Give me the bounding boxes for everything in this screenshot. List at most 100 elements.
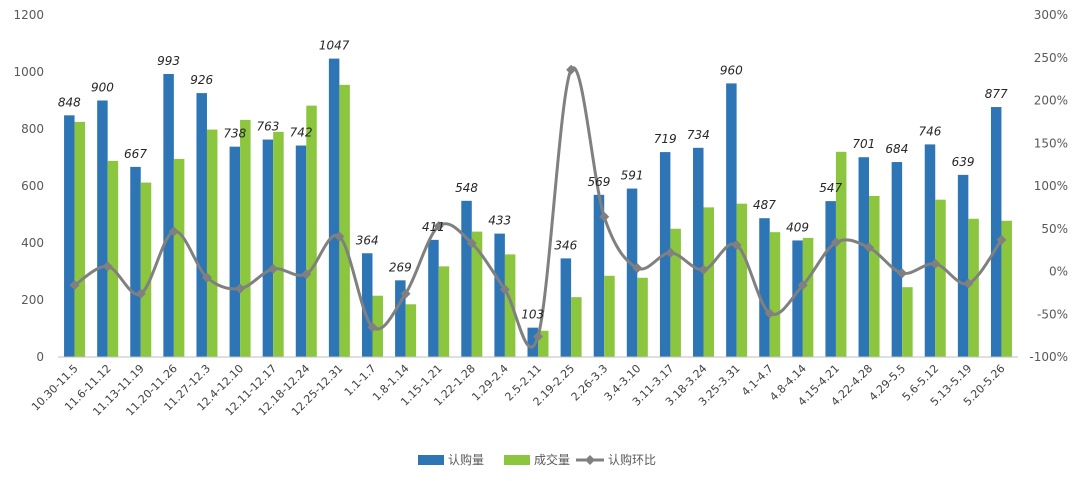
- line-point-marker: [930, 258, 941, 269]
- line-point-marker: [864, 242, 875, 253]
- bar-subscription: [990, 107, 1002, 358]
- left-axis-tick-label: 600: [21, 179, 44, 193]
- bar-data-label: 639: [952, 155, 975, 169]
- right-axis-tick-label: 250%: [1034, 51, 1068, 65]
- bar-data-label: 346: [554, 238, 577, 252]
- bar-data-label: 487: [753, 198, 776, 212]
- bar-data-label: 1047: [319, 39, 350, 53]
- right-axis-tick-label: 150%: [1034, 136, 1068, 150]
- bar-data-label: 738: [223, 127, 246, 141]
- legend-label-transaction: 成交量: [534, 452, 570, 467]
- bar-transaction: [504, 254, 516, 357]
- bar-transaction: [935, 199, 946, 357]
- line-point-marker: [135, 288, 146, 299]
- right-axis-tick-label: 300%: [1034, 8, 1068, 22]
- bar-data-label: 433: [488, 214, 511, 228]
- bar-subscription: [858, 157, 870, 357]
- right-axis-tick-label: -100%: [1029, 350, 1068, 364]
- legend-swatch-transaction: [504, 455, 530, 465]
- bar-transaction: [74, 121, 86, 357]
- line-point-marker: [201, 272, 212, 283]
- bar-data-label: 960: [720, 63, 743, 77]
- bar-transaction: [869, 195, 880, 357]
- bar-transaction: [538, 330, 549, 357]
- bar-data-label: 684: [885, 142, 908, 156]
- right-axis-tick-label: 200%: [1034, 94, 1068, 108]
- bar-transaction: [405, 304, 417, 357]
- line-point-marker: [963, 278, 974, 289]
- left-axis-tick-label: 800: [21, 122, 44, 136]
- bar-transaction: [736, 203, 748, 357]
- line-point-marker: [797, 280, 808, 291]
- bar-transaction: [372, 295, 383, 357]
- bar-transaction: [802, 237, 814, 357]
- bar-subscription: [494, 233, 505, 357]
- bar-transaction: [173, 158, 185, 357]
- bar-data-label: 569: [588, 175, 611, 189]
- line-point-marker: [996, 234, 1007, 245]
- bar-data-label: 848: [58, 95, 81, 109]
- bar-subscription: [891, 162, 903, 357]
- bar-transaction: [438, 266, 450, 357]
- line-point-marker: [367, 322, 378, 333]
- bar-data-label: 364: [356, 233, 379, 247]
- bar-subscription: [825, 201, 836, 357]
- bar-subscription: [527, 327, 538, 357]
- bar-data-label: 734: [687, 128, 710, 142]
- bar-transaction: [306, 105, 317, 357]
- bar-subscription: [395, 280, 406, 357]
- bar-transaction: [107, 160, 119, 357]
- bar-data-label: 926: [190, 73, 213, 87]
- line-point-marker: [566, 64, 577, 75]
- line-point-marker: [897, 268, 908, 279]
- right-axis-tick-label: 100%: [1034, 179, 1068, 193]
- x-axis: 10.30-11.511.6-11.1211.13-11.1911.20-11.…: [29, 356, 1018, 418]
- bar-transaction: [339, 84, 350, 357]
- line-point-marker: [69, 280, 80, 291]
- bar-data-label: 103: [521, 308, 544, 322]
- line-point-marker: [102, 261, 113, 272]
- left-axis-tick-label: 0: [36, 350, 44, 364]
- line-point-marker: [268, 263, 279, 274]
- bar-data-label: 591: [621, 169, 644, 183]
- bar-data-label: 993: [157, 54, 180, 68]
- bar-transaction: [835, 151, 847, 357]
- bar-data-label: 877: [985, 87, 1008, 101]
- bar-transaction: [637, 277, 648, 357]
- left-axis-tick-label: 200: [21, 293, 44, 307]
- right-axis-tick-label: 50%: [1041, 222, 1068, 236]
- bar-subscription: [130, 166, 141, 357]
- bar-subscription: [64, 115, 75, 357]
- left-y-axis: 0 200 400 600 800 1000 1200: [13, 8, 44, 364]
- line-point-marker: [466, 238, 477, 249]
- bar-transaction: [1001, 220, 1012, 357]
- bar-transaction: [140, 182, 152, 357]
- line-point-marker: [433, 221, 444, 232]
- bar-transaction: [273, 131, 284, 357]
- bar-subscription: [560, 258, 572, 357]
- bar-transaction: [769, 232, 781, 357]
- bar-series-group: [64, 58, 1012, 358]
- bar-transaction: [471, 231, 483, 357]
- legend-marker-ratio: [585, 455, 595, 465]
- line-point-marker: [400, 288, 411, 299]
- bar-data-label: 409: [786, 220, 809, 234]
- line-point-marker: [533, 331, 543, 342]
- bar-subscription: [957, 174, 969, 357]
- bar-subscription: [726, 83, 737, 358]
- line-point-marker: [301, 269, 312, 280]
- left-axis-tick-label: 1000: [13, 65, 44, 79]
- bar-transaction: [670, 228, 681, 357]
- line-point-marker: [632, 263, 643, 274]
- line-point-marker: [168, 226, 179, 237]
- line-point-marker: [235, 283, 246, 294]
- bar-subscription: [262, 139, 274, 357]
- legend-swatch-subscription: [418, 455, 444, 465]
- bar-transaction: [240, 119, 251, 357]
- bar-subscription: [626, 188, 638, 357]
- line-point-marker: [499, 284, 510, 295]
- line-point-marker: [830, 237, 841, 248]
- line-point-marker: [698, 264, 709, 275]
- bar-data-label: 719: [654, 132, 677, 146]
